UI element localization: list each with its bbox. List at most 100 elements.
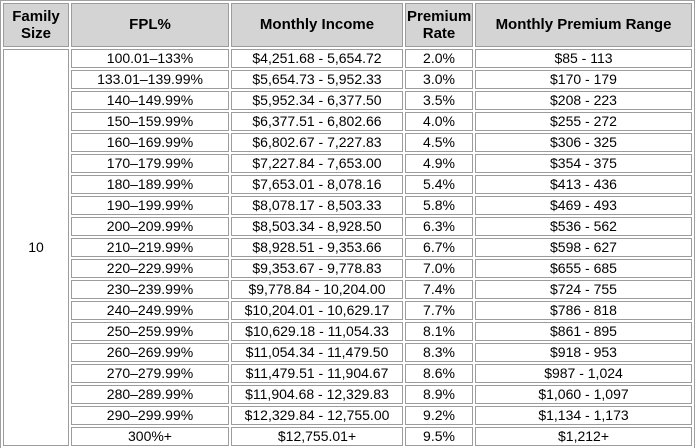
- monthly-income-cell: $10,629.18 - 11,054.33: [231, 322, 403, 341]
- table-body: 10 100.01–133% $4,251.68 - 5,654.72 2.0% $85…: [3, 49, 692, 446]
- premium-rate-cell: 4.5%: [405, 133, 473, 152]
- monthly-income-cell: $9,353.67 - 9,778.83: [231, 259, 403, 278]
- premium-range-cell: $536 - 562: [475, 217, 692, 236]
- fpl-cell: 260–269.99%: [71, 343, 229, 362]
- table-row: 180–189.99% $7,653.01 - 8,078.16 5.4% $413 …: [3, 175, 692, 194]
- fpl-cell: 160–169.99%: [71, 133, 229, 152]
- premium-rate-cell: 8.9%: [405, 385, 473, 404]
- premium-rate-cell: 6.3%: [405, 217, 473, 236]
- premium-rate-cell: 3.0%: [405, 70, 473, 89]
- premium-rate-cell: 2.0%: [405, 49, 473, 68]
- table-row: 210–219.99% $8,928.51 - 9,353.66 6.7% $598 …: [3, 238, 692, 257]
- table-row: 250–259.99% $10,629.18 - 11,054.33 8.1% $86…: [3, 322, 692, 341]
- fpl-cell: 180–189.99%: [71, 175, 229, 194]
- table-row: 133.01–139.99% $5,654.73 - 5,952.33 3.0% $1…: [3, 70, 692, 89]
- fpl-cell: 200–209.99%: [71, 217, 229, 236]
- table-row: 190–199.99% $8,078.17 - 8,503.33 5.8% $469 …: [3, 196, 692, 215]
- fpl-cell: 250–259.99%: [71, 322, 229, 341]
- fpl-cell: 290–299.99%: [71, 406, 229, 425]
- premium-rate-cell: 7.7%: [405, 301, 473, 320]
- monthly-income-cell: $12,329.84 - 12,755.00: [231, 406, 403, 425]
- monthly-income-cell: $10,204.01 - 10,629.17: [231, 301, 403, 320]
- fpl-cell: 133.01–139.99%: [71, 70, 229, 89]
- fpl-cell: 270–279.99%: [71, 364, 229, 383]
- premium-range-cell: $1,060 - 1,097: [475, 385, 692, 404]
- fpl-cell: 220–229.99%: [71, 259, 229, 278]
- premium-range-cell: $306 - 325: [475, 133, 692, 152]
- monthly-income-cell: $8,928.51 - 9,353.66: [231, 238, 403, 257]
- table-row: 260–269.99% $11,054.34 - 11,479.50 8.3% $91…: [3, 343, 692, 362]
- fpl-cell: 190–199.99%: [71, 196, 229, 215]
- col-header-family-size: Family Size: [3, 3, 69, 47]
- monthly-income-cell: $5,654.73 - 5,952.33: [231, 70, 403, 89]
- monthly-income-cell: $11,904.68 - 12,329.83: [231, 385, 403, 404]
- premium-range-cell: $987 - 1,024: [475, 364, 692, 383]
- table-row: 230–239.99% $9,778.84 - 10,204.00 7.4% $724…: [3, 280, 692, 299]
- premium-rate-cell: 4.9%: [405, 154, 473, 173]
- family-size-cell: 10: [3, 49, 69, 446]
- table-row: 220–229.99% $9,353.67 - 9,778.83 7.0% $655 …: [3, 259, 692, 278]
- col-header-premium-range: Monthly Premium Range: [475, 3, 692, 47]
- fpl-cell: 140–149.99%: [71, 91, 229, 110]
- premium-rate-cell: 5.4%: [405, 175, 473, 194]
- premium-range-cell: $786 - 818: [475, 301, 692, 320]
- monthly-income-cell: $11,479.51 - 11,904.67: [231, 364, 403, 383]
- monthly-income-cell: $6,377.51 - 6,802.66: [231, 112, 403, 131]
- premium-range-cell: $861 - 895: [475, 322, 692, 341]
- table-row: 240–249.99% $10,204.01 - 10,629.17 7.7% $78…: [3, 301, 692, 320]
- col-header-fpl: FPL%: [71, 3, 229, 47]
- premium-range-cell: $598 - 627: [475, 238, 692, 257]
- premium-range-cell: $918 - 953: [475, 343, 692, 362]
- monthly-income-cell: $4,251.68 - 5,654.72: [231, 49, 403, 68]
- premium-rate-cell: 8.3%: [405, 343, 473, 362]
- monthly-income-cell: $7,653.01 - 8,078.16: [231, 175, 403, 194]
- header-row: Family Size FPL% Monthly Income Premium …: [3, 3, 692, 47]
- premium-range-cell: $413 - 436: [475, 175, 692, 194]
- premium-rate-cell: 9.5%: [405, 427, 473, 446]
- premium-range-cell: $170 - 179: [475, 70, 692, 89]
- fpl-cell: 300%+: [71, 427, 229, 446]
- fpl-cell: 170–179.99%: [71, 154, 229, 173]
- table-row: 280–289.99% $11,904.68 - 12,329.83 8.9% $1,…: [3, 385, 692, 404]
- premium-rate-cell: 6.7%: [405, 238, 473, 257]
- premium-range-cell: $255 - 272: [475, 112, 692, 131]
- premium-range-cell: $354 - 375: [475, 154, 692, 173]
- monthly-income-cell: $5,952.34 - 6,377.50: [231, 91, 403, 110]
- premium-range-cell: $85 - 113: [475, 49, 692, 68]
- monthly-income-cell: $8,503.34 - 8,928.50: [231, 217, 403, 236]
- premium-rate-cell: 8.1%: [405, 322, 473, 341]
- premium-range-cell: $469 - 493: [475, 196, 692, 215]
- monthly-income-cell: $6,802.67 - 7,227.83: [231, 133, 403, 152]
- premium-rate-cell: 7.4%: [405, 280, 473, 299]
- premium-range-cell: $1,212+: [475, 427, 692, 446]
- fpl-cell: 100.01–133%: [71, 49, 229, 68]
- fpl-cell: 240–249.99%: [71, 301, 229, 320]
- table-row: 300%+ $12,755.01+ 9.5% $1,212+: [3, 427, 692, 446]
- premium-rate-cell: 3.5%: [405, 91, 473, 110]
- premium-range-cell: $208 - 223: [475, 91, 692, 110]
- table-row: 270–279.99% $11,479.51 - 11,904.67 8.6% $98…: [3, 364, 692, 383]
- monthly-income-cell: $7,227.84 - 7,653.00: [231, 154, 403, 173]
- monthly-income-cell: $8,078.17 - 8,503.33: [231, 196, 403, 215]
- premium-rate-cell: 7.0%: [405, 259, 473, 278]
- premium-rate-cell: 9.2%: [405, 406, 473, 425]
- fpl-cell: 210–219.99%: [71, 238, 229, 257]
- col-header-monthly-income: Monthly Income: [231, 3, 403, 47]
- premium-range-cell: $724 - 755: [475, 280, 692, 299]
- premium-rate-cell: 5.8%: [405, 196, 473, 215]
- fpl-cell: 150–159.99%: [71, 112, 229, 131]
- table-row: 160–169.99% $6,802.67 - 7,227.83 4.5% $306 …: [3, 133, 692, 152]
- table-row: 170–179.99% $7,227.84 - 7,653.00 4.9% $354 …: [3, 154, 692, 173]
- fpl-cell: 280–289.99%: [71, 385, 229, 404]
- table-row: 10 100.01–133% $4,251.68 - 5,654.72 2.0% $85…: [3, 49, 692, 446]
- col-header-premium-rate: Premium Rate: [405, 3, 473, 47]
- table-row: 290–299.99% $12,329.84 - 12,755.00 9.2% $1,…: [3, 406, 692, 425]
- monthly-income-cell: $9,778.84 - 10,204.00: [231, 280, 403, 299]
- premium-range-cell: $655 - 685: [475, 259, 692, 278]
- table-row: 140–149.99% $5,952.34 - 6,377.50 3.5% $208 …: [3, 91, 692, 110]
- table-row: 200–209.99% $8,503.34 - 8,928.50 6.3% $536 …: [3, 217, 692, 236]
- premium-range-cell: $1,134 - 1,173: [475, 406, 692, 425]
- monthly-income-cell: $11,054.34 - 11,479.50: [231, 343, 403, 362]
